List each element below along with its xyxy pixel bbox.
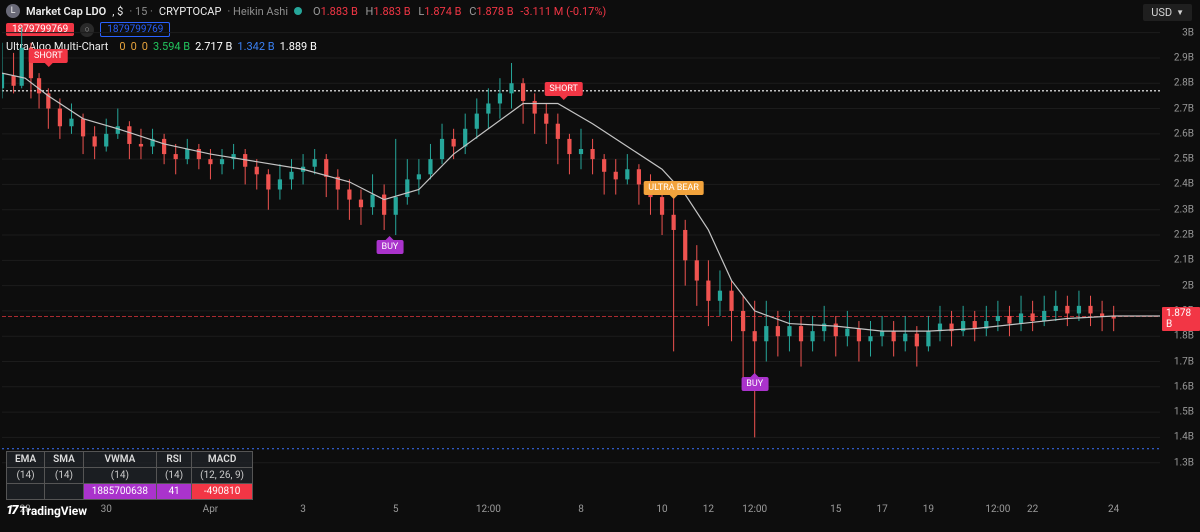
x-axis-label: Apr xyxy=(203,504,219,515)
ohlc-display: O1.883 B H1.883 B L1.874 B C1.878 B -3.1… xyxy=(308,5,606,18)
y-axis-label: 2.6B xyxy=(1174,128,1194,139)
y-axis-label: 1.3B xyxy=(1174,457,1194,468)
y-axis-label: 2.5B xyxy=(1174,154,1194,165)
y-axis-label: 1.7B xyxy=(1174,356,1194,367)
x-axis-label: 15 xyxy=(830,504,841,515)
x-axis-label: 12:00 xyxy=(985,504,1010,515)
y-axis-label: 2.4B xyxy=(1174,179,1194,190)
table-header: SMA xyxy=(45,452,84,468)
x-axis-label: 12:00 xyxy=(742,504,767,515)
table-cell: 1885700638 xyxy=(83,484,156,500)
x-axis-label: 10 xyxy=(656,504,667,515)
symbol-icon: L xyxy=(6,4,20,18)
x-axis-label: 24 xyxy=(1108,504,1119,515)
table-cell: (12, 26, 9) xyxy=(192,468,253,484)
logo-text: TradingView xyxy=(20,504,87,518)
x-axis-label: 22 xyxy=(1027,504,1038,515)
y-axis-label: 2B xyxy=(1182,280,1194,291)
indicator-table: EMASMAVWMARSIMACD (14)(14)(14)(14)(12, 2… xyxy=(6,451,253,500)
symbol-title-1[interactable]: Market Cap LDO xyxy=(26,5,106,18)
y-axis-label: 2.7B xyxy=(1174,103,1194,114)
y-axis-label: 2.1B xyxy=(1174,255,1194,266)
chart-canvas[interactable]: SHORT BUY SHORT ULTRA BEAR BUY xyxy=(2,20,1160,488)
x-axis-label: 19 xyxy=(923,504,934,515)
price-axis[interactable]: 3B 2.9B 2.8B 2.7B 2.6B 2.5B 2.4B 2.3B 2.2B 2.1B 2B… xyxy=(1162,20,1200,488)
table-cell xyxy=(45,484,84,500)
y-axis-label: 1.4B xyxy=(1174,432,1194,443)
symbol-header: L Market Cap LDO , $ · 15 · CRYPTOCAP · … xyxy=(6,4,606,18)
chevron-down-icon: ▼ xyxy=(1176,8,1184,17)
y-axis-label: 1.6B xyxy=(1174,381,1194,392)
table-header: VWMA xyxy=(83,452,156,468)
y-axis-label: 2.2B xyxy=(1174,230,1194,241)
price-tag: 1.878 B xyxy=(1162,307,1200,331)
y-axis-label: 1.5B xyxy=(1174,407,1194,418)
signal-buy: BUY xyxy=(741,377,768,391)
tradingview-logo[interactable]: 17 TradingView xyxy=(6,503,87,518)
currency-selector[interactable]: USD ▼ xyxy=(1143,4,1192,21)
symbol-title-3: · 15 · xyxy=(129,5,153,18)
status-dot-icon xyxy=(294,7,302,15)
table-cell: 41 xyxy=(156,484,191,500)
time-axis[interactable]: 2830Apr3512:008101212:0015171912:002224 xyxy=(2,504,1160,520)
x-axis-label: 3 xyxy=(300,504,306,515)
symbol-title-2: , $ xyxy=(112,5,123,18)
table-header: EMA xyxy=(7,452,45,468)
logo-icon: 17 xyxy=(6,503,17,518)
x-axis-label: 17 xyxy=(876,504,887,515)
table-cell: (14) xyxy=(45,468,84,484)
signal-short: SHORT xyxy=(29,49,68,63)
currency-label: USD xyxy=(1151,6,1172,19)
symbol-type: · Heikin Ashi xyxy=(227,5,288,18)
y-axis-label: 2.3B xyxy=(1174,204,1194,215)
table-cell xyxy=(7,484,45,500)
y-axis-label: 2.8B xyxy=(1174,78,1194,89)
x-axis-label: 5 xyxy=(393,504,399,515)
table-cell: (14) xyxy=(7,468,45,484)
x-axis-label: 12 xyxy=(703,504,714,515)
y-axis-label: 1.8B xyxy=(1174,331,1194,342)
y-axis-label: 2.9B xyxy=(1174,52,1194,63)
table-header: MACD xyxy=(192,452,253,468)
signal-ultra-bear: ULTRA BEAR xyxy=(643,181,704,195)
symbol-exchange: CRYPTOCAP xyxy=(159,5,221,18)
x-axis-label: 8 xyxy=(578,504,584,515)
x-axis-label: 12:00 xyxy=(476,504,501,515)
table-cell: -490810 xyxy=(192,484,253,500)
signal-short: SHORT xyxy=(544,82,583,96)
x-axis-label: 30 xyxy=(101,504,112,515)
signal-buy: BUY xyxy=(376,240,403,254)
table-cell: (14) xyxy=(83,468,156,484)
table-header: RSI xyxy=(156,452,191,468)
y-axis-label: 3B xyxy=(1182,27,1194,38)
table-cell: (14) xyxy=(156,468,191,484)
